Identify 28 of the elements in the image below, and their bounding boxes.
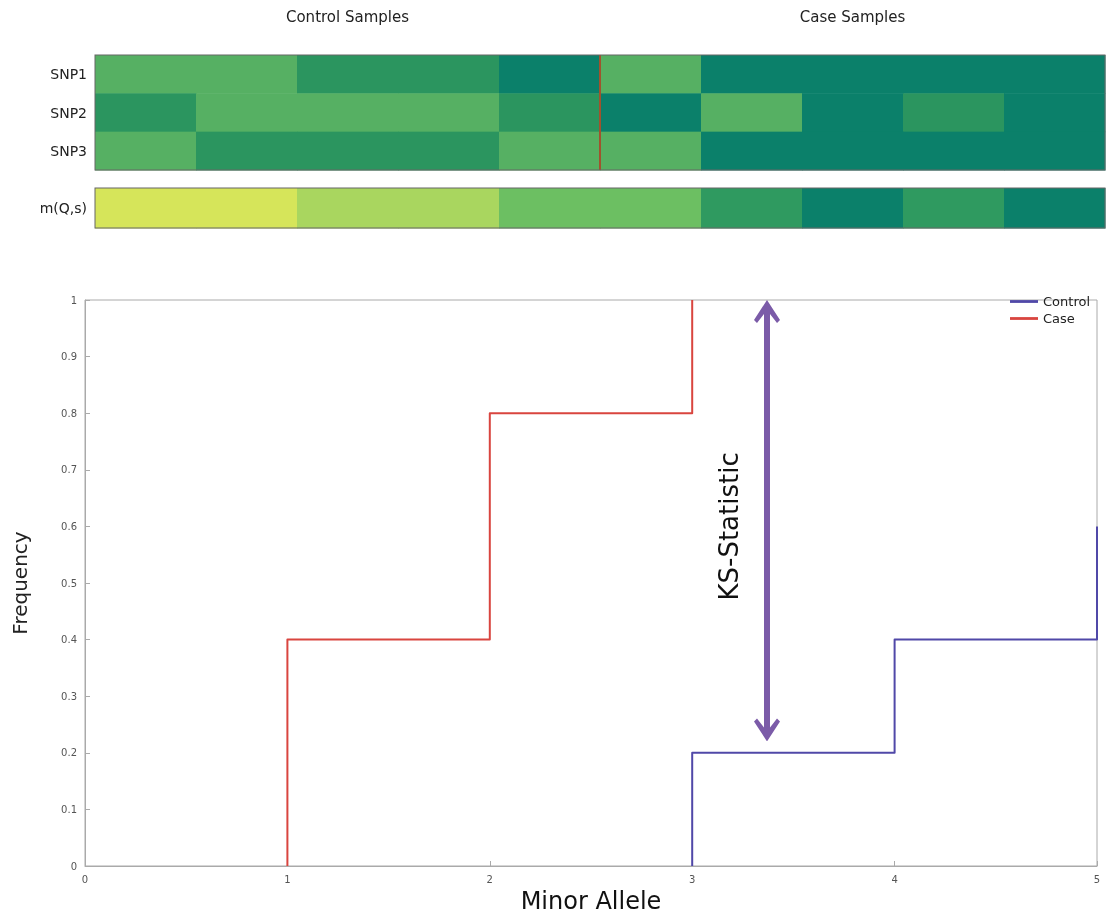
y-tick-label: 0 <box>70 860 77 872</box>
y-tick-label: 0.5 <box>61 577 77 589</box>
y-axis-title: Frequency <box>8 531 32 635</box>
x-tick-label: 1 <box>284 873 291 885</box>
y-tick-label: 0.9 <box>61 351 77 363</box>
legend-label: Case <box>1043 311 1075 326</box>
category-label: SNP3 <box>50 142 87 159</box>
y-tick-label: 0.3 <box>61 690 77 702</box>
x-tick-label: 0 <box>81 873 89 885</box>
y-tick-label: 0.1 <box>61 803 77 815</box>
legend-label: Control <box>1043 294 1091 309</box>
x-tick-label: 3 <box>689 873 696 885</box>
y-tick-label: 0.4 <box>61 634 77 646</box>
text: Control Samples <box>285 8 410 26</box>
category-label: m(Q,s) <box>39 200 87 216</box>
x-tick-label: 2 <box>486 873 493 885</box>
y-tick-label: 0.6 <box>61 520 77 532</box>
category-label: SNP2 <box>50 104 87 121</box>
y-tick-label: 0.7 <box>61 464 77 476</box>
y-tick-label: 0.2 <box>61 747 77 759</box>
y-tick-label: 0.8 <box>61 407 77 419</box>
annotation: KS-Statistic <box>713 452 744 601</box>
category-label: SNP1 <box>50 66 87 83</box>
x-tick-label: 4 <box>891 873 898 885</box>
y-tick-label: 1 <box>70 294 77 306</box>
text: Case Samples <box>799 8 906 26</box>
x-axis-title: Minor Allele <box>520 886 662 915</box>
x-tick-label: 5 <box>1093 873 1101 885</box>
